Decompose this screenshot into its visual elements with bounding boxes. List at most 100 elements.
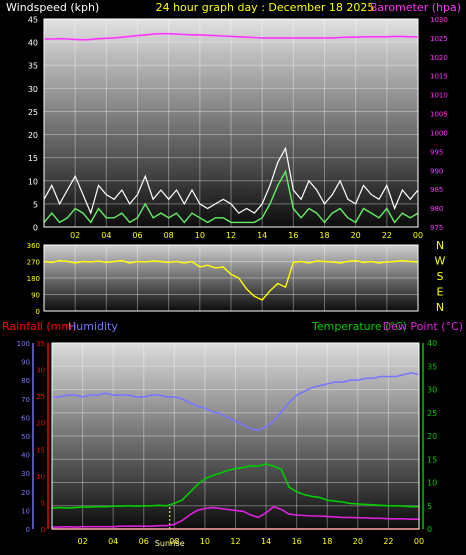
temperature-hour-tick-label: 14: [261, 537, 271, 546]
direction-tick-label: 90: [31, 292, 40, 300]
temperature-plot-background: [52, 343, 419, 529]
humidity-tick-label: 80: [21, 377, 30, 385]
humidity-tick-label: 0: [26, 526, 30, 534]
wind-hour-tick-label: 10: [195, 231, 205, 240]
wind-hour-tick-label: 06: [132, 231, 142, 240]
dewpoint-legend: Dew Point (°C): [383, 320, 463, 333]
compass-label: N: [436, 239, 444, 252]
barometer-tick-label: 1005: [430, 111, 448, 119]
compass-label: W: [435, 255, 446, 268]
rainfall-tick-label: 30: [36, 367, 45, 375]
temperature-hour-tick-label: 22: [383, 537, 393, 546]
humidity-tick-label: 60: [21, 414, 30, 422]
temperature-hour-tick-label: 00: [414, 537, 424, 546]
humidity-legend: Humidity: [68, 320, 118, 333]
wind-hour-tick-label: 04: [101, 231, 111, 240]
temperature-tick-label: 0: [427, 525, 432, 534]
direction-tick-label: 180: [27, 275, 40, 283]
humidity-tick-label: 100: [17, 340, 30, 348]
humidity-tick-label: 50: [21, 433, 30, 441]
humidity-line: [52, 371, 420, 432]
temperature-tick-label: 10: [427, 479, 437, 488]
wind-hour-tick-label: 08: [164, 231, 174, 240]
humidity-tick-label: 90: [21, 359, 30, 367]
humidity-tick-label: 30: [21, 470, 30, 478]
wind-average-line: [43, 169, 419, 224]
barometer-tick-label: 985: [430, 186, 443, 194]
windspeed-tick-label: 0: [33, 224, 38, 233]
temperature-tick-label: 40: [427, 339, 437, 348]
graph-title: 24 hour graph day : December 18 2025: [156, 1, 375, 14]
windspeed-tick-label: 5: [33, 200, 38, 209]
barometer-tick-label: 990: [430, 167, 443, 175]
temperature-tick-labels: 0 5 10 15 20 25 30 35 40: [427, 339, 437, 534]
sunrise-label: Sunrise: [155, 539, 185, 548]
windspeed-tick-label: 25: [28, 108, 38, 117]
temperature-tick-label: 30: [427, 386, 437, 395]
temperature-hour-tick-label: 20: [353, 537, 363, 546]
wind-hour-tick-label: 14: [257, 231, 267, 240]
wind-gust-line: [43, 146, 419, 215]
humidity-tick-label: 20: [21, 489, 30, 497]
barometer-tick-labels: 975 980 985 990 995 1000 1005 1010 1015 1020 1025 1…: [430, 16, 448, 232]
temperature-hour-tick-label: 04: [108, 537, 118, 546]
windspeed-tick-label: 30: [28, 85, 38, 94]
wind-direction-line: [43, 259, 419, 301]
rainfall-legend: Rainfall (mm): [2, 320, 76, 333]
wind-hour-tick-label: 20: [351, 231, 361, 240]
barometer-tick-label: 1030: [430, 16, 448, 24]
direction-plot-background: [44, 245, 418, 311]
temperature-hour-tick-label: 12: [230, 537, 240, 546]
windspeed-tick-label: 35: [28, 62, 38, 71]
compass-label: S: [437, 270, 444, 283]
temperature-hour-tick-label: 02: [77, 537, 87, 546]
temperature-tick-label: 15: [427, 455, 437, 464]
rainfall-tick-label: 15: [36, 446, 45, 454]
temperature-hour-tick-label: 16: [292, 537, 302, 546]
temperature-tick-label: 5: [427, 502, 432, 511]
wind-plot-background: [44, 19, 418, 227]
barometer-tick-label: 1020: [430, 54, 448, 62]
temperature-tick-label: 35: [427, 362, 437, 371]
windspeed-tick-label: 15: [28, 154, 38, 163]
temperature-hour-tick-labels: 02 04 06 08 10 12 14 16 18 20 22 00: [77, 537, 424, 546]
barometer-tick-label: 975: [430, 224, 443, 232]
barometer-axis-title: Barometer (hpa): [370, 1, 461, 14]
temperature-plot-frame: [51, 342, 420, 530]
rainfall-tick-label: 10: [36, 473, 45, 481]
temperature-legend: Temperature (°C): [311, 320, 407, 333]
wind-hour-tick-labels: 02 04 06 08 10 12 14 16 18 20 22 00: [70, 231, 423, 240]
temperature-tick-label: 20: [427, 432, 437, 441]
windspeed-axis-title: Windspeed (kph): [6, 1, 99, 14]
humidity-tick-labels: 0 10 20 30 40 50 60 70 80 90 100: [17, 340, 30, 534]
direction-tick-label: 0: [36, 308, 40, 316]
humidity-tick-label: 40: [21, 452, 30, 460]
wind-plot-frame: [43, 18, 419, 228]
barometer-line: [44, 32, 418, 41]
windspeed-tick-labels: 0 5 10 15 20 25 30 35 40 45: [28, 16, 38, 233]
barometer-tick-label: 1000: [430, 129, 448, 137]
compass-label: N: [436, 301, 444, 314]
barometer-tick-label: 1010: [430, 92, 448, 100]
temperature-line: [51, 463, 419, 509]
direction-tick-label: 360: [27, 242, 40, 250]
temperature-hour-tick-label: 06: [139, 537, 149, 546]
barometer-tick-label: 1015: [430, 73, 448, 81]
temperature-gridlines: [52, 343, 420, 529]
rainfall-tick-labels: 0 5 10 15 20 25 30 35: [36, 340, 45, 534]
temperature-panel: 0 10 20 30 40 50 60 70 80 90 100 0 5 10 15 20 25 30 35 0 5…: [17, 339, 438, 548]
temperature-tick-label: 25: [427, 409, 437, 418]
windspeed-tick-label: 45: [28, 16, 38, 25]
rainfall-tick-label: 20: [36, 420, 45, 428]
wind-hour-tick-label: 02: [70, 231, 80, 240]
rainfall-tick-label: 25: [36, 393, 45, 401]
wind-hour-tick-label: 12: [226, 231, 236, 240]
rainfall-tick-label: 35: [36, 340, 45, 348]
direction-plot-frame: [43, 244, 419, 312]
humidity-tick-label: 10: [21, 507, 30, 515]
barometer-tick-label: 995: [430, 148, 443, 156]
